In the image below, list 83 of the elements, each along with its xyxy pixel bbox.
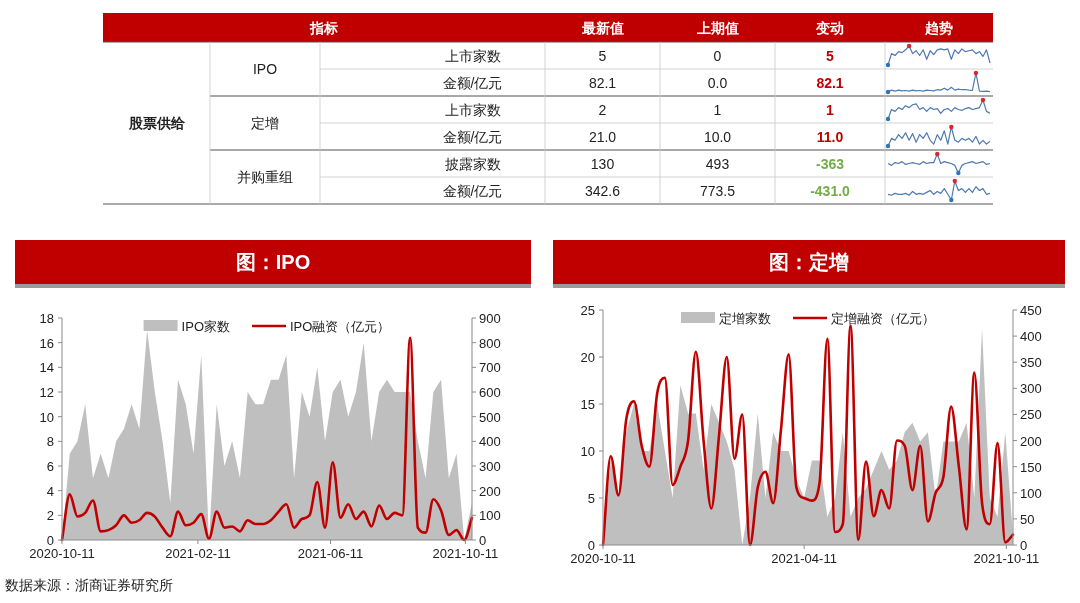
source-note: 数据来源：浙商证券研究所 <box>5 577 173 593</box>
y2-tick-label: 450 <box>1020 303 1042 318</box>
text: 指标 <box>309 19 338 36</box>
text: -363 <box>815 155 845 172</box>
legend-label: 定增家数 <box>719 311 771 326</box>
text: 493 <box>705 155 730 172</box>
y-tick-label: 6 <box>46 459 54 474</box>
text: 上期值 <box>695 19 739 36</box>
text: 并购重组 <box>237 169 293 185</box>
text: 金额/亿元 <box>442 74 503 91</box>
text: 5 <box>826 47 835 64</box>
y-tick-label: 12 <box>39 385 54 400</box>
y-tick-label: 8 <box>46 434 54 450</box>
y-tick-label: 0 <box>46 533 54 548</box>
text: 773.5 <box>699 182 736 199</box>
text: 342.6 <box>584 182 621 199</box>
y-tick-label: 14 <box>39 360 54 376</box>
text: 0.0 <box>707 74 728 91</box>
text: 82.1 <box>588 74 617 91</box>
y-tick-label: 0 <box>587 538 595 553</box>
y-tick-label: 18 <box>39 311 54 326</box>
y-tick-label: 10 <box>39 409 54 425</box>
y-tick-label: 25 <box>580 303 595 318</box>
text: 变动 <box>815 19 844 36</box>
y2-tick-label: 900 <box>479 311 501 326</box>
y2-tick-label: 200 <box>479 483 501 499</box>
y2-tick-label: 200 <box>1020 433 1042 449</box>
text: 披露家数 <box>444 155 501 172</box>
text: 1 <box>826 101 835 118</box>
chart-title: 图：定增 <box>769 251 849 273</box>
x-tick-label: 2021-04-11 <box>771 551 837 566</box>
text: 11.0 <box>816 128 844 145</box>
y2-tick-label: 500 <box>479 409 501 425</box>
y2-tick-label: 700 <box>479 360 501 376</box>
text: 130 <box>590 155 615 172</box>
y2-tick-label: 100 <box>1020 485 1042 501</box>
y-tick-label: 4 <box>46 483 54 499</box>
x-tick-label: 2020-10-11 <box>570 551 636 566</box>
y2-tick-label: 300 <box>1020 381 1042 397</box>
x-tick-label: 2021-06-11 <box>297 546 364 561</box>
y2-tick-label: 300 <box>479 459 501 474</box>
legend-label: IPO家数 <box>181 319 230 334</box>
y-tick-label: 5 <box>587 491 595 506</box>
y-tick-label: 20 <box>580 350 595 365</box>
y-tick-label: 10 <box>580 444 595 459</box>
y2-tick-label: 250 <box>1020 407 1042 423</box>
x-tick-label: 2020-10-11 <box>29 546 95 561</box>
text: 0 <box>713 47 722 64</box>
text: 最新值 <box>580 19 624 36</box>
y2-tick-label: 100 <box>479 508 501 524</box>
chart-title: 图：IPO <box>235 251 311 273</box>
text: 1 <box>713 101 722 118</box>
text: 82.1 <box>816 74 844 91</box>
y-tick-label: 16 <box>39 335 54 351</box>
text: 上市家数 <box>444 101 501 118</box>
y-tick-label: 2 <box>46 508 54 524</box>
x-tick-label: 2021-02-11 <box>165 546 231 561</box>
x-tick-label: 2021-10-11 <box>973 551 1040 566</box>
y2-tick-label: 600 <box>479 385 501 400</box>
y2-tick-label: 50 <box>1020 511 1035 527</box>
text: 股票供给 <box>127 115 186 131</box>
text: 定增 <box>251 115 279 131</box>
y2-tick-label: 400 <box>479 434 501 450</box>
y2-tick-label: 0 <box>1020 538 1028 553</box>
y2-tick-label: 350 <box>1020 355 1042 371</box>
y2-tick-label: 800 <box>479 335 501 351</box>
text: 2 <box>598 101 607 118</box>
legend-label: IPO融资（亿元） <box>290 319 391 334</box>
y2-tick-label: 150 <box>1020 459 1042 475</box>
y2-tick-label: 0 <box>479 533 487 548</box>
y2-tick-label: 400 <box>1020 329 1042 345</box>
legend-label: 定增融资（亿元） <box>831 311 935 326</box>
text: 10.0 <box>703 128 732 145</box>
y-tick-label: 15 <box>580 397 595 412</box>
x-tick-label: 2021-10-11 <box>432 546 499 561</box>
text: 趋势 <box>924 19 953 36</box>
text: 上市家数 <box>444 47 501 64</box>
text: 5 <box>598 47 607 64</box>
text: 金额/亿元 <box>442 128 503 145</box>
text: 21.0 <box>588 128 617 145</box>
text: -431.0 <box>810 182 851 199</box>
text: 金额/亿元 <box>442 182 503 199</box>
text: IPO <box>252 61 278 77</box>
